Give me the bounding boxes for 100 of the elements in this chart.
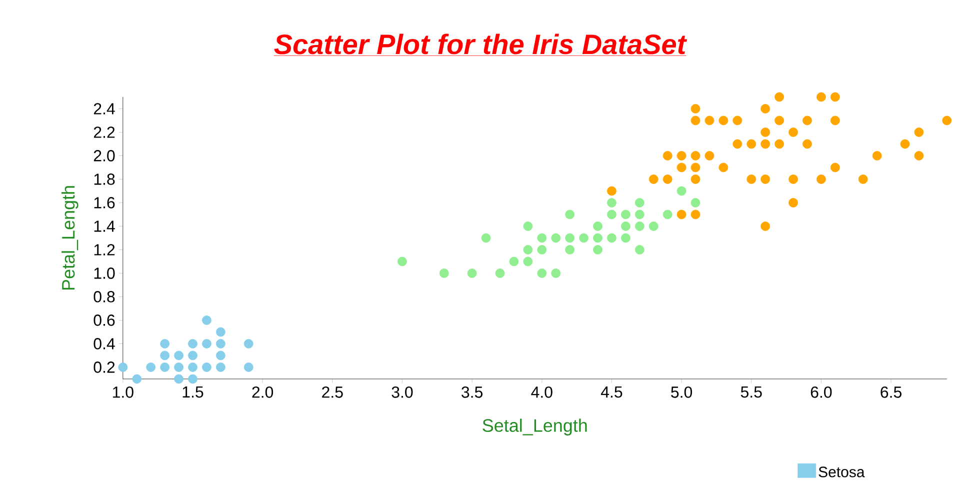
point [551,233,561,243]
y-tick-label: 2.2 [94,126,115,138]
point [760,104,770,114]
point [188,374,198,384]
point [648,222,658,231]
point [202,362,212,372]
y-tick-label: 0.6 [94,314,115,326]
point [648,174,658,184]
point [760,128,770,137]
point [690,174,700,184]
point [830,92,840,102]
point [746,174,756,184]
point [662,210,672,220]
chart-title: Scatter Plot for the Iris DataSet [274,34,688,54]
point [704,116,714,126]
point [718,162,728,172]
point [118,362,128,372]
point [565,210,575,220]
point [690,162,700,172]
point [593,222,602,231]
y-tick-label: 0.4 [94,338,115,350]
point [607,186,616,196]
point [551,268,561,278]
point [160,362,170,372]
x-tick-label: 6.0 [810,386,832,398]
point [802,139,812,149]
y-tick-label: 1.0 [94,268,115,279]
point [174,362,184,372]
point [914,151,924,160]
point [704,151,714,160]
point [662,151,672,160]
point [495,268,505,278]
point [774,139,784,149]
point [216,327,226,337]
point [676,186,686,196]
x-tick-label: 6.5 [880,386,902,398]
point [760,139,770,149]
point [914,128,924,137]
point [202,316,212,325]
point [160,339,170,348]
point [690,104,700,114]
point [676,151,686,160]
point [132,374,142,384]
point [244,339,254,348]
x-tick-label: 4.5 [600,386,622,398]
x-tick-label: 5.5 [740,386,762,398]
point [802,116,812,126]
x-tick-label: 5.0 [671,386,692,398]
point [593,245,602,254]
point [188,362,198,372]
y-tick-label: 1.4 [94,220,115,232]
point [439,268,449,278]
point [537,233,547,243]
point [565,245,575,254]
point [593,233,602,243]
point [174,374,184,384]
y-tick-label: 0.8 [94,291,115,302]
point [690,198,700,208]
point [174,350,184,360]
y-tick-label: 1.8 [94,174,115,185]
point [481,233,491,243]
point [788,128,798,137]
x-tick-label: 3.0 [392,386,413,398]
point [816,174,826,184]
point [160,350,170,360]
point [244,362,254,372]
point [760,174,770,184]
point [398,256,407,266]
x-tick-label: 1.5 [182,386,204,398]
point [774,116,784,126]
y-tick-label: 1.2 [94,244,115,256]
point [900,139,910,149]
point [523,245,533,254]
point [620,233,630,243]
legend-label: Setosa [818,466,865,478]
x-tick-label: 4.0 [531,386,552,398]
point [467,268,477,278]
point [523,222,533,231]
point [690,151,700,160]
point [216,339,226,348]
point [676,162,686,172]
point [188,339,198,348]
point [774,92,784,102]
y-axis-title: Petal_Length [61,186,78,290]
point [620,210,630,220]
y-tick-label: 1.6 [94,197,115,208]
point [634,198,644,208]
point [202,339,212,348]
point [830,162,840,172]
point [942,116,952,126]
x-tick-label: 2.5 [322,386,343,398]
point [872,151,882,160]
point [607,233,616,243]
x-tick-label: 1.0 [113,386,134,398]
point [690,210,700,220]
point [216,350,226,360]
point [565,233,575,243]
point [676,210,686,220]
point [760,222,770,231]
point [816,92,826,102]
